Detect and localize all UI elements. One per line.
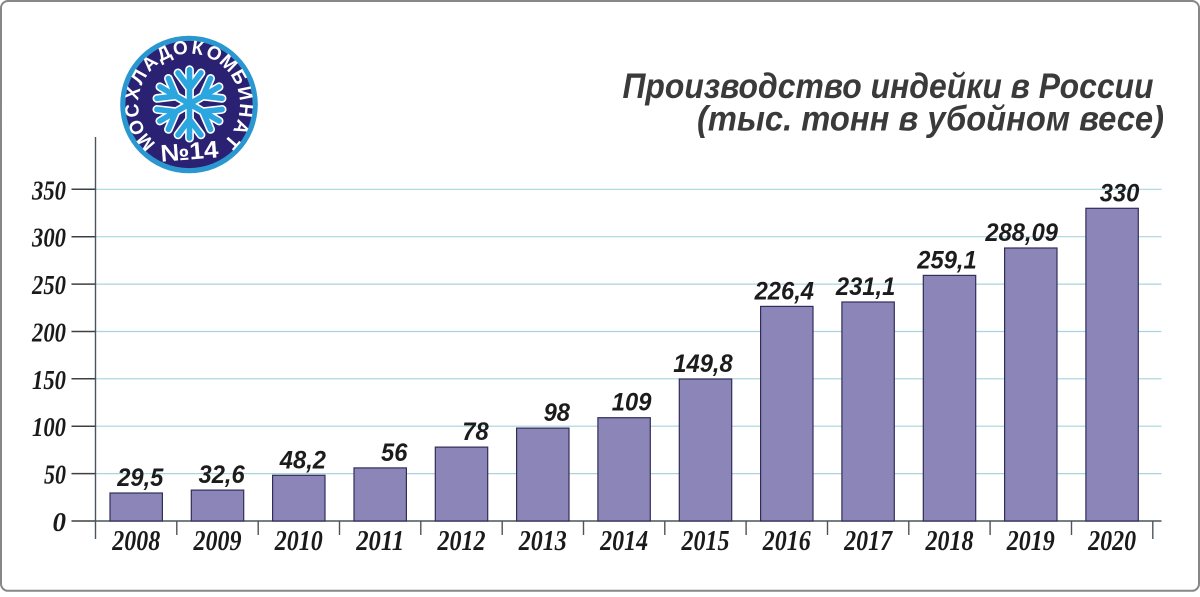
- svg-text:(тыс. тонн в убойном весе): (тыс. тонн в убойном весе): [697, 99, 1164, 139]
- svg-text:50: 50: [44, 460, 66, 490]
- svg-text:2009: 2009: [193, 526, 242, 557]
- svg-text:2015: 2015: [681, 526, 730, 557]
- svg-text:Производство индейки в России: Производство индейки в России: [623, 66, 1154, 106]
- svg-text:2012: 2012: [437, 526, 486, 557]
- svg-text:Х: Х: [122, 85, 145, 102]
- svg-text:250: 250: [31, 270, 66, 300]
- svg-text:С: С: [122, 102, 144, 118]
- svg-text:2017: 2017: [843, 526, 893, 557]
- svg-text:350: 350: [31, 175, 66, 205]
- svg-text:200: 200: [31, 318, 66, 348]
- svg-text:2020: 2020: [1087, 526, 1136, 557]
- svg-text:100: 100: [32, 412, 66, 442]
- svg-text:231,1: 231,1: [835, 273, 895, 301]
- svg-text:О: О: [172, 37, 190, 60]
- svg-text:2014: 2014: [599, 526, 648, 557]
- svg-text:2010: 2010: [274, 526, 323, 557]
- svg-text:2016: 2016: [762, 526, 811, 557]
- svg-text:288,09: 288,09: [984, 219, 1058, 247]
- svg-text:2019: 2019: [1006, 526, 1055, 557]
- svg-text:300: 300: [31, 223, 66, 253]
- svg-text:56: 56: [381, 439, 408, 467]
- svg-text:29,5: 29,5: [116, 464, 164, 492]
- svg-text:259,1: 259,1: [916, 246, 976, 274]
- svg-text:0: 0: [53, 507, 67, 537]
- svg-text:226,4: 226,4: [754, 277, 814, 305]
- svg-text:Н: Н: [234, 103, 256, 119]
- svg-text:2008: 2008: [111, 526, 160, 557]
- svg-text:150: 150: [32, 365, 66, 395]
- svg-text:2018: 2018: [925, 526, 974, 557]
- svg-text:330: 330: [1100, 179, 1140, 207]
- svg-text:109: 109: [612, 389, 652, 417]
- svg-text:32,6: 32,6: [199, 461, 246, 489]
- svg-text:И: И: [233, 85, 256, 103]
- svg-text:2011: 2011: [355, 526, 404, 557]
- svg-text:98: 98: [544, 399, 570, 427]
- svg-text:149,8: 149,8: [673, 350, 732, 378]
- svg-text:78: 78: [462, 418, 488, 446]
- svg-text:48,2: 48,2: [279, 446, 326, 474]
- svg-text:К: К: [190, 38, 205, 61]
- svg-text:2013: 2013: [518, 526, 567, 557]
